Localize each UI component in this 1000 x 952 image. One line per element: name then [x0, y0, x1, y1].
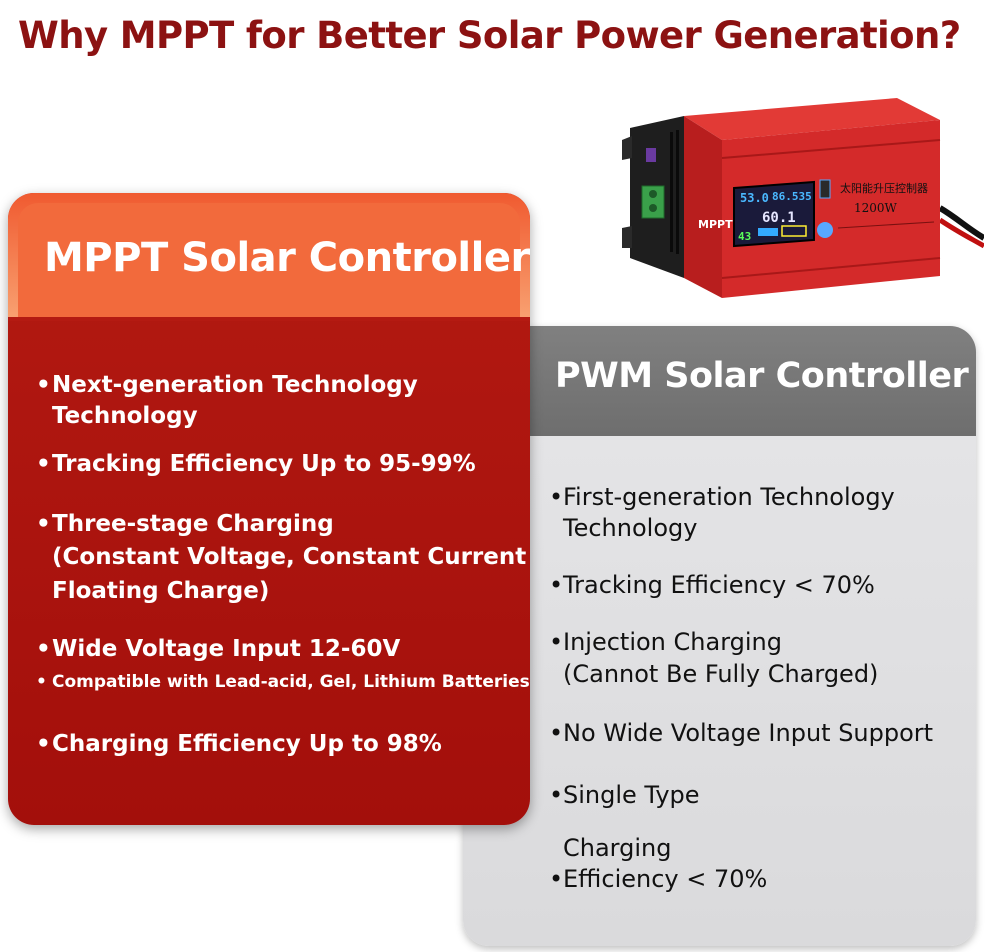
- display-line-2: 60.1: [762, 210, 796, 226]
- pwm-item: Charging: [563, 834, 672, 862]
- mppt-item: (Constant Voltage, Constant Current: [52, 544, 527, 570]
- mppt-item: • Charging Efficiency Up to 98%: [36, 731, 442, 757]
- mppt-header: MPPT Solar Controller: [8, 193, 530, 321]
- mppt-item: Technology: [52, 403, 198, 429]
- product-power-label: 1200W: [854, 201, 898, 215]
- mppt-heading: MPPT Solar Controller: [44, 235, 530, 281]
- pwm-item: • Efficiency < 70%: [549, 865, 768, 893]
- pwm-item: • Tracking Efficiency < 70%: [549, 571, 875, 599]
- display-line-3: 43: [738, 230, 751, 243]
- product-brand-label: MPPT: [698, 218, 733, 231]
- mppt-card: MPPT Solar Controller • Next-generation T…: [8, 193, 530, 825]
- pwm-item: • No Wide Voltage Input Support: [549, 719, 934, 747]
- pwm-item: Technology: [563, 514, 698, 542]
- mppt-item: • Three-stage Charging: [36, 511, 334, 537]
- pwm-item: • Single Type: [549, 781, 700, 809]
- mppt-item: • Compatible with Lead-acid, Gel, Lithium…: [36, 672, 530, 692]
- display-line-1: 53.0: [740, 191, 769, 205]
- pwm-item: • First-generation Technology: [549, 483, 895, 511]
- mppt-header-panel: [18, 203, 520, 317]
- pwm-card: PWM Solar Controller • First-generation T…: [463, 326, 976, 946]
- pwm-item: (Cannot Be Fully Charged): [563, 660, 879, 688]
- mppt-item: • Tracking Efficiency Up to 95-99%: [36, 451, 476, 477]
- page-title: Why MPPT for Better Solar Power Generati…: [18, 14, 961, 57]
- mppt-item: • Next-generation Technology: [36, 372, 418, 398]
- mppt-item: Floating Charge): [52, 578, 270, 604]
- product-chinese-label: 太阳能升压控制器: [840, 181, 928, 195]
- display-line-1b: 86.535: [772, 190, 812, 203]
- pwm-header: PWM Solar Controller: [463, 326, 976, 436]
- mppt-item: • Wide Voltage Input 12-60V: [36, 636, 401, 662]
- pwm-heading: PWM Solar Controller: [555, 356, 969, 396]
- mppt-controller-product-image: MPPT 53.0 86.535 60.1 43 太阳能升压控制器 1200W: [622, 88, 986, 303]
- pwm-item: • Injection Charging: [549, 628, 782, 656]
